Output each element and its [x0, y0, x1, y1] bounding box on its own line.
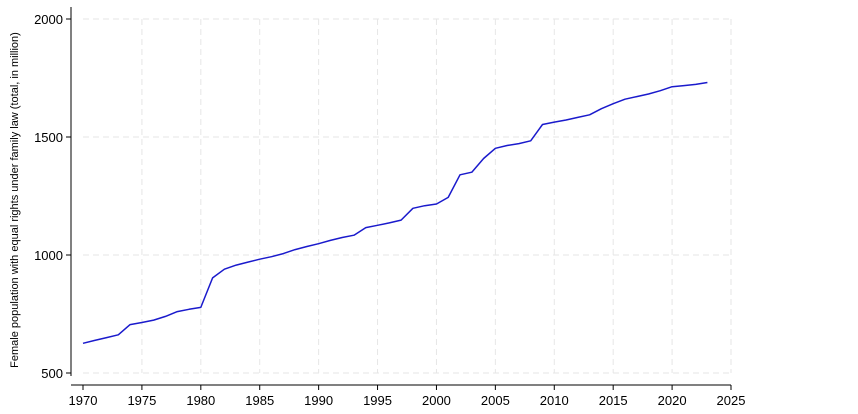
- x-tick-label: 2005: [481, 393, 510, 408]
- x-tick-label: 2000: [422, 393, 451, 408]
- plot-area: [82, 81, 708, 345]
- grid-lines: [83, 18, 732, 374]
- x-tick-label: 2010: [540, 393, 569, 408]
- y-tick-label: 1000: [34, 248, 63, 263]
- x-tick-label: 1985: [245, 393, 274, 408]
- y-tick-label: 2000: [34, 12, 63, 27]
- y-tick-label: 1500: [34, 130, 63, 145]
- x-tick-label: 1995: [363, 393, 392, 408]
- x-tick-label: 1980: [186, 393, 215, 408]
- y-axis-title: Female population with equal rights unde…: [9, 32, 21, 368]
- x-tick-label: 2025: [717, 393, 746, 408]
- x-tick-label: 2020: [658, 393, 687, 408]
- x-tick-label: 1990: [304, 393, 333, 408]
- x-tick-label: 1970: [69, 393, 98, 408]
- series-line: [82, 81, 708, 345]
- tick-labels: 500 1000 1500 2000 1970 1975 1980 1985 1990 1995 2…: [34, 12, 745, 408]
- x-tick-label: 1975: [127, 393, 156, 408]
- x-tick-label: 2015: [599, 393, 628, 408]
- y-tick-label: 500: [41, 366, 63, 381]
- axes: [66, 7, 732, 390]
